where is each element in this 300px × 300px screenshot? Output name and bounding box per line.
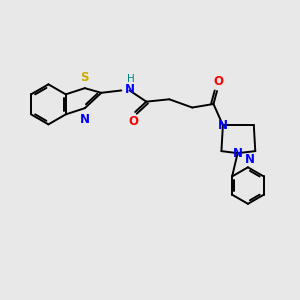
Text: O: O [213, 75, 223, 88]
Text: O: O [128, 115, 138, 128]
Text: N: N [245, 153, 255, 166]
Text: N: N [232, 147, 243, 160]
Text: N: N [125, 83, 135, 96]
Text: H: H [127, 74, 135, 84]
Text: S: S [80, 71, 89, 84]
Text: N: N [218, 119, 228, 132]
Text: N: N [80, 113, 90, 126]
